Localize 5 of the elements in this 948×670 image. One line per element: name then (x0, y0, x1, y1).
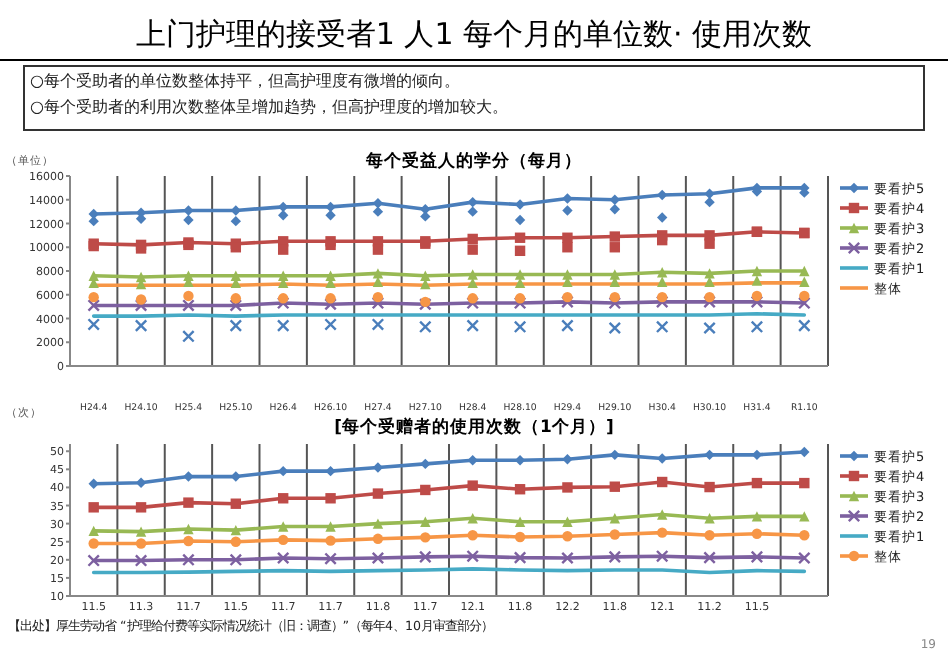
text: ○每个受助者的单位数整体持平，但高护理度有微增的倾向。 (30, 72, 460, 90)
text: 上门护理的接受者1 人1 每个月的单位数· 使用次数 (135, 16, 813, 52)
chart-title: 每个受益人的学分（每月） (364, 150, 582, 172)
chart-title: [每个受赠者的使用次数（1个月）] (334, 416, 614, 438)
text: ○每个受助者的利用次数整体呈增加趋势，但高护理度的增加较大。 (30, 98, 508, 116)
